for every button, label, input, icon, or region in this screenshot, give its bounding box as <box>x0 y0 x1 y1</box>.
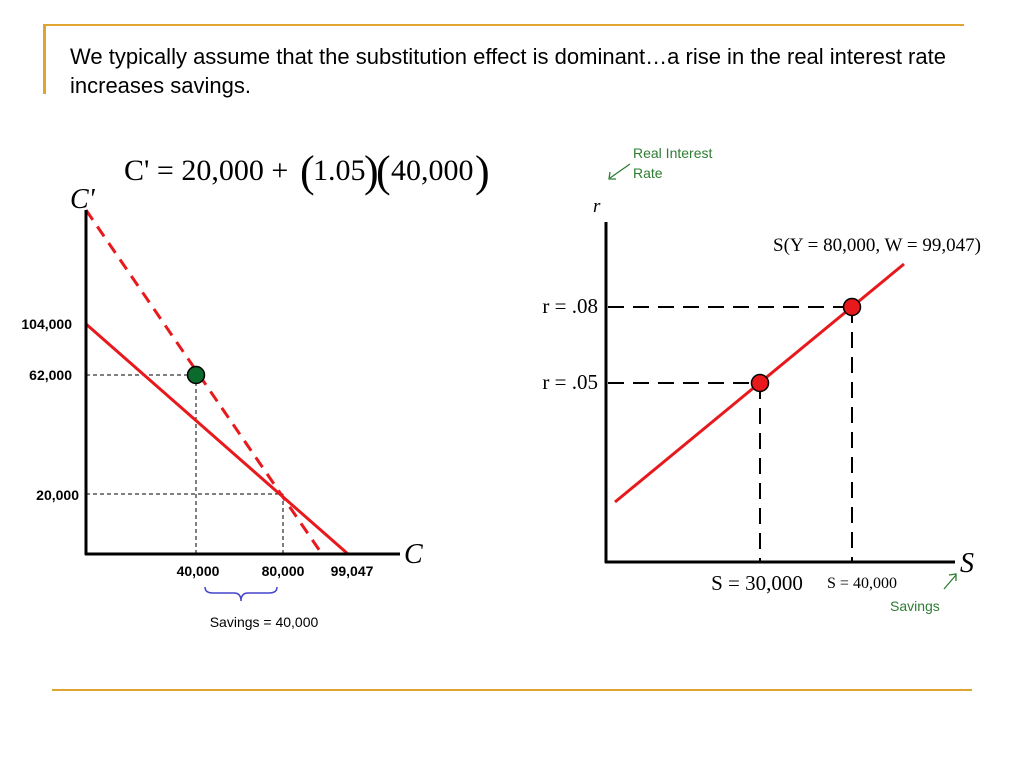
solid-budget-line <box>85 322 349 556</box>
right-chart: Real Interest Rate r S S(Y = 80,000, W =… <box>542 145 981 614</box>
savings-label: Savings = 40,000 <box>210 614 319 630</box>
left-x-axis-label: C <box>404 539 423 570</box>
bottom-rule <box>52 689 972 691</box>
savings-brace <box>204 586 278 602</box>
x-tick-80000: 80,000 <box>262 563 305 579</box>
dashed-budget-line <box>84 209 324 555</box>
y-tick-104000: 104,000 <box>21 316 72 332</box>
left-y-axis-label: C' <box>70 184 96 215</box>
savings-point-r05 <box>750 373 770 393</box>
left-chart: C' = 20,000 + ( 1.05 ) ( 40,000 ) C' C 1… <box>21 147 489 630</box>
consumption-point <box>186 365 206 385</box>
real-interest-note: Real Interest <box>633 145 712 161</box>
y-tick-20000: 20,000 <box>36 487 79 503</box>
equation-paren-open-1: ( <box>300 147 315 196</box>
s-low-label: S = 30,000 <box>711 571 803 595</box>
real-interest-arrow <box>609 163 631 179</box>
savings-note: Savings <box>890 598 940 614</box>
savings-note-arrow-head <box>948 573 957 581</box>
equation-paren-open-2: ( <box>376 147 391 196</box>
real-interest-note-2: Rate <box>633 165 663 181</box>
r-high-label: r = .08 <box>542 294 598 318</box>
equation-paren-close-1: ) <box>364 147 379 196</box>
s-high-label: S = 40,000 <box>827 575 897 592</box>
equation-rate: 1.05 <box>313 154 366 187</box>
right-y-axis-label: r <box>593 196 601 217</box>
right-x-axis-label: S <box>960 548 974 579</box>
left-rule <box>43 24 46 94</box>
real-interest-arrow-head <box>608 171 616 180</box>
x-tick-40000: 40,000 <box>177 563 220 579</box>
top-rule <box>43 24 964 26</box>
equation-lhs: C' = 20,000 + <box>124 154 288 187</box>
savings-note-arrow <box>943 574 957 590</box>
y-tick-62000: 62,000 <box>29 367 72 383</box>
equation-amount: 40,000 <box>391 154 474 187</box>
slide-headline: We typically assume that the substitutio… <box>70 44 946 98</box>
equation-paren-close-2: ) <box>475 147 490 196</box>
savings-curve-label: S(Y = 80,000, W = 99,047) <box>773 235 981 256</box>
x-tick-99047: 99,047 <box>331 563 374 579</box>
r-low-label: r = .05 <box>542 370 598 394</box>
savings-point-r08 <box>842 297 862 317</box>
